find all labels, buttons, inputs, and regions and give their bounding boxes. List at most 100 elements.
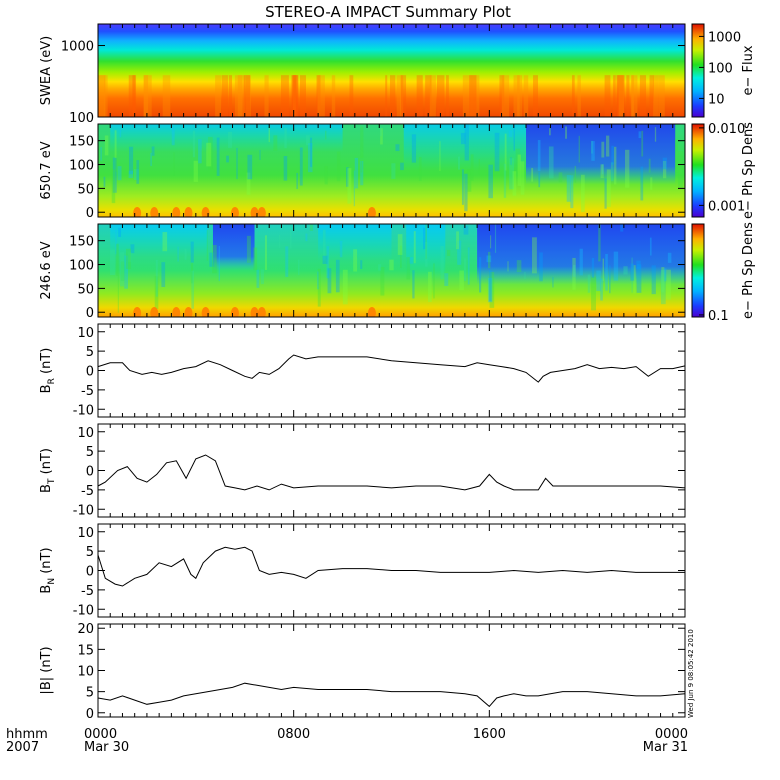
colorbar-label: e− Flux xyxy=(741,45,756,95)
spectrogram-streak xyxy=(611,145,614,165)
spectrogram-streak xyxy=(104,75,108,117)
spectrogram-streak xyxy=(133,169,139,181)
y-tick-label: 50 xyxy=(77,282,94,297)
y-tick-label: 1000 xyxy=(61,40,94,55)
spectrogram-streak xyxy=(236,147,238,180)
y-tick-label: 150 xyxy=(69,135,94,150)
spectrogram-streak xyxy=(117,275,119,313)
spectrogram-streak xyxy=(513,124,515,151)
spectrogram-streak xyxy=(246,172,251,195)
y-tick-label: 100 xyxy=(69,111,94,126)
series-line-bt xyxy=(97,454,686,491)
y-tick-label: 20 xyxy=(77,622,94,637)
spectrogram-streak xyxy=(467,247,470,285)
spectrogram-streak xyxy=(425,75,432,117)
spectrogram-streak xyxy=(469,75,477,117)
spectrogram-streak xyxy=(446,75,449,117)
spectrogram-streak xyxy=(667,252,672,263)
spectrogram-streak xyxy=(605,253,608,291)
spectrogram-streak xyxy=(662,157,667,170)
spectrogram-streak xyxy=(184,248,187,260)
spectrogram-streak xyxy=(641,130,644,157)
spectrogram-streak xyxy=(324,165,328,185)
spectrogram-streak xyxy=(317,271,319,290)
spectrogram-streak xyxy=(650,177,653,190)
spectrogram-streak xyxy=(130,244,135,254)
series-line-bn xyxy=(97,546,685,587)
spectrogram-streak xyxy=(651,265,656,295)
spectrogram-streak xyxy=(143,75,149,117)
spectrogram-streak xyxy=(591,140,593,154)
spectrogram-streak xyxy=(221,75,228,117)
spectrogram-streak xyxy=(400,162,404,171)
spectrogram-streak xyxy=(462,75,470,117)
y-tick-label: 0 xyxy=(86,565,94,580)
spectrogram-region xyxy=(403,124,527,171)
spectrogram-streak xyxy=(151,146,155,156)
y-axis-label: BN (nT) xyxy=(39,547,57,593)
spectrogram-streak xyxy=(558,172,563,183)
panel-br: 10 5 0 -5 -10 BR (nT) xyxy=(39,323,686,418)
spectrogram-streak xyxy=(310,137,313,167)
spectrogram-streak xyxy=(389,259,394,271)
spectrogram-streak xyxy=(308,143,313,173)
y-tick-label: 100 xyxy=(69,159,94,174)
time-tick-label: 0800 xyxy=(277,727,310,742)
colorbar-label: e− Ph Sp Dens xyxy=(741,222,756,319)
spectrogram-streak xyxy=(552,277,554,288)
spectrogram-streak xyxy=(577,75,581,117)
spectrogram-streak xyxy=(444,273,449,286)
spectrogram-streak xyxy=(206,229,208,261)
spectrogram-streak xyxy=(327,268,332,294)
y-tick-label: 100 xyxy=(69,259,94,274)
spectrogram-streak xyxy=(98,75,105,117)
spectrogram-streak xyxy=(663,268,667,282)
y-tick-label: -10 xyxy=(73,503,94,518)
time-tick-label: Mar 31 xyxy=(643,740,688,755)
spectrogram-streak xyxy=(396,75,402,117)
spectrogram-streak xyxy=(406,257,411,280)
spectrogram-streak xyxy=(104,135,109,156)
time-tick-label: Mar 30 xyxy=(84,740,129,755)
spectrogram-streak xyxy=(111,169,116,204)
spectrogram-streak xyxy=(486,255,492,263)
spectrogram-streak xyxy=(317,75,325,117)
spectrogram-streak xyxy=(461,169,464,205)
spectrogram-streak xyxy=(425,224,427,259)
spectrogram-streak xyxy=(513,75,520,117)
spectrogram-streak xyxy=(280,75,289,117)
spectrogram-streak xyxy=(620,224,624,232)
spectrogram-streak xyxy=(226,155,229,163)
spectrogram-streak xyxy=(360,160,363,173)
spectrogram-streak xyxy=(517,154,521,186)
spectrogram-streak xyxy=(499,75,505,117)
spectrogram-streak xyxy=(604,75,611,117)
spectrogram-region xyxy=(110,224,209,257)
spectrogram-streak xyxy=(208,136,213,170)
y-axis-label: SWEA (eV) xyxy=(39,36,54,105)
spectrogram-streak xyxy=(600,278,603,301)
panel-bmag: 20 15 10 5 0 |B| (nT) xyxy=(39,622,686,722)
spectrogram-streak xyxy=(397,234,403,255)
spectrogram-streak xyxy=(523,75,529,117)
spectrogram-streak xyxy=(532,237,537,274)
spectrogram-streak xyxy=(413,231,416,264)
spectrogram-streak xyxy=(571,75,575,117)
spectrogram-streak xyxy=(439,141,441,172)
spectrogram-streak xyxy=(515,148,521,174)
spectrogram-streak xyxy=(596,270,601,292)
y-tick-label: -5 xyxy=(81,384,94,399)
time-tick-label: 0000 xyxy=(655,727,688,742)
spectrogram-streak xyxy=(247,154,253,180)
spectrogram-streak xyxy=(228,75,233,117)
spectrogram-streak xyxy=(162,232,168,252)
spectrogram-streak xyxy=(293,75,296,117)
spectrogram-streak xyxy=(289,225,292,249)
spectrogram-hotspot xyxy=(257,307,266,317)
spectrogram-streak xyxy=(380,128,383,145)
spectrogram-streak xyxy=(638,131,642,139)
spectrogram-streak xyxy=(494,224,497,253)
spectrogram-streak xyxy=(216,137,220,176)
spectrogram-streak xyxy=(190,263,194,284)
